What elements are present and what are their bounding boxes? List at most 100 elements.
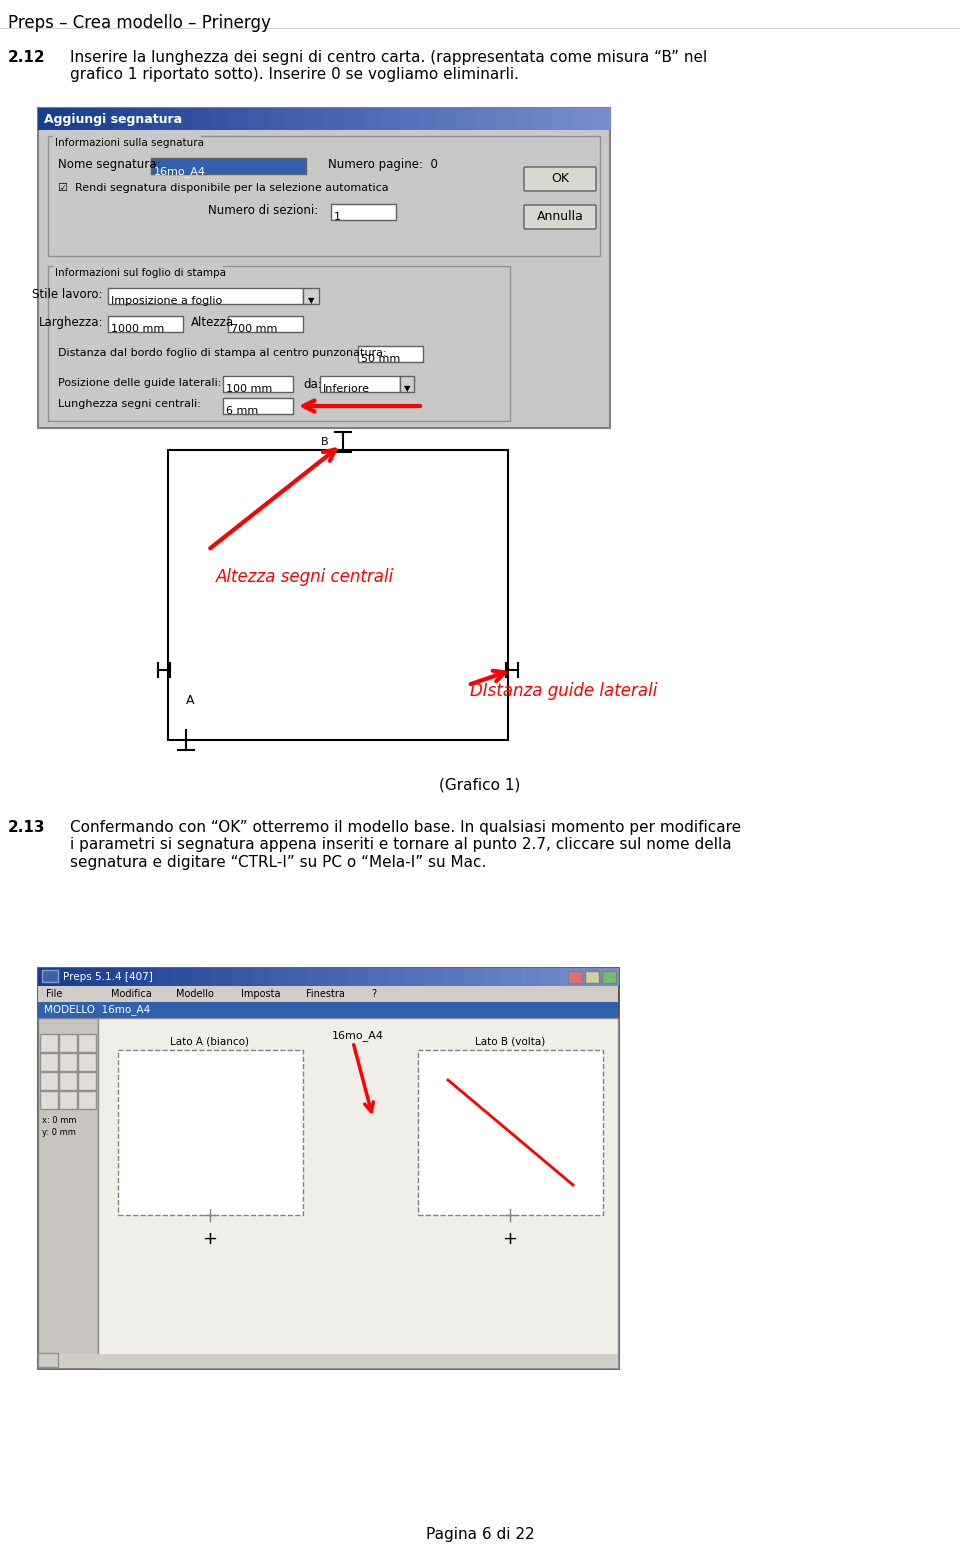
Bar bbox=[209, 108, 229, 130]
Bar bbox=[38, 968, 59, 986]
Bar bbox=[212, 968, 232, 986]
Bar bbox=[115, 968, 135, 986]
Bar bbox=[48, 136, 600, 257]
Bar bbox=[579, 968, 600, 986]
Text: 1: 1 bbox=[334, 212, 341, 223]
Bar bbox=[521, 968, 541, 986]
Bar bbox=[153, 108, 173, 130]
Text: Annulla: Annulla bbox=[537, 210, 584, 224]
Text: (Grafico 1): (Grafico 1) bbox=[440, 778, 520, 793]
Text: Pagina 6 di 22: Pagina 6 di 22 bbox=[425, 1527, 535, 1543]
Bar bbox=[38, 1353, 58, 1367]
Bar bbox=[495, 108, 516, 130]
Bar bbox=[40, 1091, 58, 1108]
Bar bbox=[38, 108, 58, 130]
Bar bbox=[381, 108, 401, 130]
Bar bbox=[48, 266, 510, 421]
Bar bbox=[38, 968, 618, 1368]
Text: 1000 mm: 1000 mm bbox=[111, 325, 164, 334]
Text: 16mo_A4: 16mo_A4 bbox=[154, 165, 206, 176]
Bar bbox=[223, 397, 293, 414]
Text: Altezza segni centrali: Altezza segni centrali bbox=[216, 567, 395, 586]
Bar bbox=[53, 133, 201, 142]
Bar bbox=[502, 968, 522, 986]
Bar bbox=[405, 968, 425, 986]
Text: 16mo_A4: 16mo_A4 bbox=[332, 1031, 384, 1042]
Bar bbox=[328, 968, 348, 986]
Bar bbox=[231, 968, 252, 986]
Bar bbox=[95, 108, 115, 130]
Text: Modifica: Modifica bbox=[111, 989, 152, 999]
Bar bbox=[38, 1017, 98, 1368]
Text: y: 0 mm: y: 0 mm bbox=[42, 1129, 76, 1136]
Text: MODELLO  16mo_A4: MODELLO 16mo_A4 bbox=[44, 1005, 151, 1016]
Bar bbox=[553, 108, 573, 130]
Text: Inferiore: Inferiore bbox=[323, 383, 370, 394]
Text: Stile lavoro:: Stile lavoro: bbox=[33, 288, 103, 301]
Text: da:: da: bbox=[303, 379, 322, 391]
Bar bbox=[228, 315, 303, 332]
Bar bbox=[40, 1034, 58, 1051]
Bar bbox=[572, 108, 592, 130]
Bar bbox=[134, 968, 155, 986]
Bar bbox=[534, 108, 554, 130]
Bar bbox=[439, 108, 459, 130]
Bar bbox=[118, 1050, 303, 1215]
Bar bbox=[78, 1034, 96, 1051]
Text: File: File bbox=[46, 989, 62, 999]
Bar bbox=[38, 1002, 618, 1017]
Text: Numero pagine:  0: Numero pagine: 0 bbox=[328, 158, 438, 172]
Bar bbox=[331, 204, 396, 220]
Text: Lato A (bianco): Lato A (bianco) bbox=[171, 1037, 250, 1047]
Bar bbox=[444, 968, 465, 986]
Text: OK: OK bbox=[551, 173, 569, 186]
Bar bbox=[348, 968, 368, 986]
Text: 6 mm: 6 mm bbox=[226, 407, 258, 416]
Bar bbox=[251, 968, 271, 986]
Bar bbox=[96, 968, 116, 986]
Bar bbox=[309, 968, 329, 986]
Text: Nome segnatura:: Nome segnatura: bbox=[58, 158, 160, 172]
Bar bbox=[53, 263, 223, 274]
Bar bbox=[168, 450, 508, 741]
Text: ☑  Rendi segnatura disponibile per la selezione automatica: ☑ Rendi segnatura disponibile per la sel… bbox=[58, 182, 389, 193]
Text: Preps 5.1.4 [407]: Preps 5.1.4 [407] bbox=[63, 972, 153, 982]
Bar bbox=[568, 971, 582, 983]
Bar bbox=[343, 108, 363, 130]
Bar bbox=[602, 971, 616, 983]
Bar bbox=[40, 1071, 58, 1090]
Text: 700 mm: 700 mm bbox=[231, 325, 277, 334]
Bar bbox=[560, 968, 581, 986]
Bar bbox=[515, 108, 535, 130]
Text: B: B bbox=[322, 438, 329, 447]
Bar bbox=[270, 968, 290, 986]
Bar bbox=[289, 968, 310, 986]
Text: 50 mm: 50 mm bbox=[361, 354, 400, 363]
Bar bbox=[324, 108, 344, 130]
Bar bbox=[59, 1071, 77, 1090]
Text: A: A bbox=[186, 694, 195, 707]
Bar bbox=[38, 108, 610, 428]
Bar bbox=[424, 968, 445, 986]
Bar bbox=[367, 968, 387, 986]
Text: Inserire la lunghezza dei segni di centro carta. (rappresentata come misura “B” : Inserire la lunghezza dei segni di centr… bbox=[70, 49, 708, 82]
Bar bbox=[57, 108, 77, 130]
Bar bbox=[58, 968, 78, 986]
Bar bbox=[108, 315, 183, 332]
Text: x: 0 mm: x: 0 mm bbox=[42, 1116, 77, 1125]
Bar bbox=[154, 968, 175, 986]
Text: ?: ? bbox=[371, 989, 376, 999]
Bar bbox=[78, 1071, 96, 1090]
Bar bbox=[464, 968, 484, 986]
Bar bbox=[458, 108, 477, 130]
Bar bbox=[42, 969, 58, 982]
Bar bbox=[98, 1017, 618, 1368]
Bar bbox=[223, 376, 293, 393]
FancyBboxPatch shape bbox=[524, 206, 596, 229]
Text: Imposizione a foglio: Imposizione a foglio bbox=[111, 295, 223, 306]
Text: Larghezza:: Larghezza: bbox=[38, 315, 103, 329]
Bar bbox=[362, 108, 382, 130]
Text: Informazioni sul foglio di stampa: Informazioni sul foglio di stampa bbox=[55, 267, 226, 278]
Text: 2.12: 2.12 bbox=[8, 49, 46, 65]
Bar bbox=[114, 108, 134, 130]
